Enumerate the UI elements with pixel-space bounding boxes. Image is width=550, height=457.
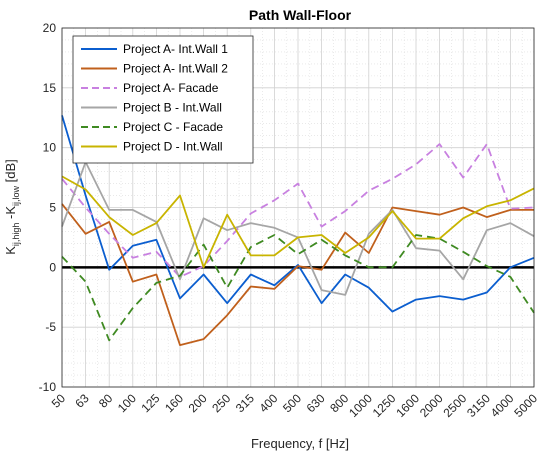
legend-label-2: Project A- Int.Wall 2 bbox=[123, 62, 228, 76]
x-axis-label: Frequency, f [Hz] bbox=[251, 436, 349, 451]
legend-box bbox=[72, 35, 254, 164]
series-layer bbox=[61, 115, 535, 347]
series-line-1 bbox=[61, 115, 535, 313]
series-line-5 bbox=[61, 234, 535, 342]
y-tick-labels: -10 -5 0 5 10 15 20 bbox=[39, 21, 57, 394]
y-tick-label: 10 bbox=[43, 141, 57, 155]
series-line-3 bbox=[61, 143, 535, 278]
legend-label-5: Project C - Facade bbox=[123, 120, 223, 134]
y-axis-label: Kij,high -Kij,low [dB] bbox=[3, 159, 21, 255]
series-line-6 bbox=[61, 175, 535, 269]
y-label-sub1: ij,high bbox=[11, 223, 21, 247]
legend: Project A- Int.Wall 1 Project A- Int.Wall… bbox=[72, 35, 254, 164]
plot-border bbox=[61, 27, 535, 388]
y-label-unit: [dB] bbox=[3, 159, 18, 186]
legend-label-6: Project D - Int.Wall bbox=[123, 140, 223, 154]
legend-label-3: Project A- Facade bbox=[123, 81, 219, 95]
legend-label-4: Project B - Int.Wall bbox=[123, 101, 222, 115]
y-tick-label: -10 bbox=[39, 380, 57, 394]
chart-title: Path Wall-Floor bbox=[249, 7, 352, 23]
y-label-sub2: ij,low bbox=[11, 185, 21, 206]
legend-label-1: Project A- Int.Wall 1 bbox=[123, 42, 228, 56]
series-line-2 bbox=[61, 203, 534, 347]
y-label-mid: -K bbox=[3, 206, 18, 223]
y-tick-label: -5 bbox=[45, 320, 56, 334]
y-label-k1: K bbox=[3, 246, 18, 255]
y-tick-label: 5 bbox=[49, 201, 56, 215]
y-tick-label: 0 bbox=[49, 260, 56, 274]
y-tick-label: 15 bbox=[43, 81, 57, 95]
y-tick-label: 20 bbox=[43, 21, 57, 35]
